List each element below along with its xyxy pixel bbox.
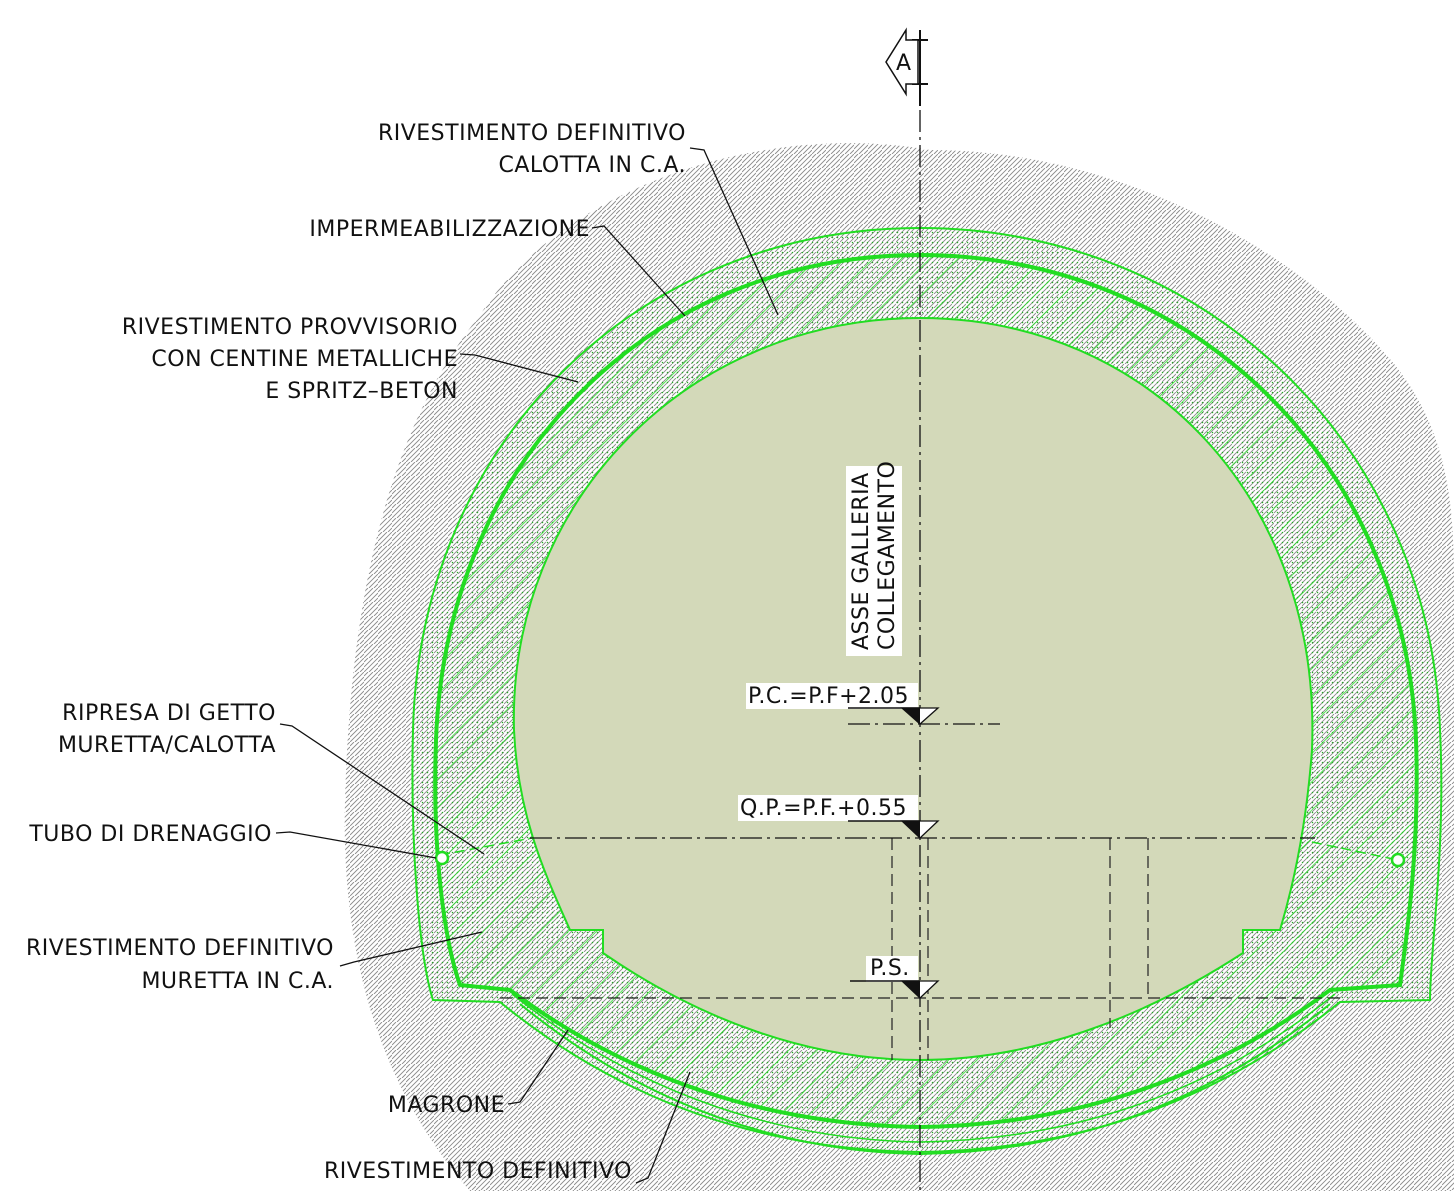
label-riv-def-muretta-line1: RIVESTIMENTO DEFINITIVO	[26, 936, 334, 961]
axis-label: ASSE GALLERIA COLLEGAMENTO	[846, 461, 902, 656]
label-tubo-drenaggio: TUBO DI DRENAGGIO	[28, 822, 272, 847]
label-ripresa-getto-line1: RIPRESA DI GETTO	[62, 701, 276, 726]
qp-level-marker: Q.P.=P.F.+0.55	[738, 795, 940, 839]
drain-pipe-left	[434, 850, 450, 866]
leader-magrone	[507, 1029, 569, 1105]
label-riv-def-calotta: RIVESTIMENTO DEFINITIVO CALOTTA IN C.A.	[378, 121, 686, 178]
ps-level-marker: P.S.	[850, 956, 940, 999]
drain-pipe-right	[1390, 852, 1406, 868]
label-riv-def-calotta-line2: CALOTTA IN C.A.	[499, 153, 686, 178]
label-riv-def-calotta-line1: RIVESTIMENTO DEFINITIVO	[378, 121, 686, 146]
label-riv-provvisorio: RIVESTIMENTO PROVVISORIO CON CENTINE MET…	[122, 315, 458, 404]
ps-level-text: P.S.	[870, 956, 910, 981]
label-ripresa-getto: RIPRESA DI GETTO MURETTA/CALOTTA	[58, 701, 276, 758]
leader-ripresa-getto	[279, 723, 485, 855]
leader-tubo-drenaggio	[275, 831, 437, 859]
leader-riv-def-calotta	[689, 147, 779, 316]
label-ripresa-getto-line2: MURETTA/CALOTTA	[58, 733, 276, 758]
label-riv-provvisorio-line1: RIVESTIMENTO PROVVISORIO	[122, 315, 458, 340]
label-impermeabilizzazione: IMPERMEABILIZZAZIONE	[309, 217, 590, 242]
pc-level-text: P.C.=P.F+2.05	[748, 684, 909, 709]
label-riv-def-bottom: RIVESTIMENTO DEFINITIVO	[324, 1159, 632, 1184]
label-riv-provvisorio-line2: CON CENTINE METALLICHE	[151, 347, 458, 372]
axis-label-line2: COLLEGAMENTO	[875, 461, 900, 650]
construction-joint-left	[439, 837, 533, 856]
dashed-conduit-center	[891, 838, 929, 1060]
label-riv-def-muretta-line2: MURETTA IN C.A.	[141, 969, 334, 994]
leader-impermeabilizzazione	[591, 225, 686, 317]
pc-level-marker: P.C.=P.F+2.05	[746, 683, 940, 725]
label-magrone: MAGRONE	[388, 1093, 505, 1118]
label-riv-def-muretta: RIVESTIMENTO DEFINITIVO MURETTA IN C.A.	[26, 936, 334, 994]
axis-label-line1: ASSE GALLERIA	[849, 472, 874, 650]
section-marker-letter: A	[896, 51, 912, 76]
dashed-conduit-right	[1109, 838, 1149, 1028]
label-riv-provvisorio-line3: E SPRITZ–BETON	[265, 379, 458, 404]
qp-level-text: Q.P.=P.F.+0.55	[740, 796, 907, 821]
leader-riv-provvisorio	[459, 353, 579, 383]
leader-riv-def-muretta	[339, 931, 483, 967]
section-marker: A	[885, 27, 928, 106]
leader-riv-def-bottom	[635, 1071, 691, 1184]
